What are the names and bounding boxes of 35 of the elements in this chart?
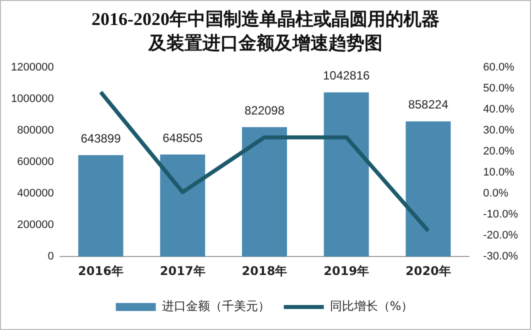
bar	[160, 154, 206, 257]
bar	[242, 127, 287, 257]
x-tick-label: 2018年	[242, 264, 288, 278]
y-tick-label: 600000	[17, 156, 54, 168]
data-label: 648505	[162, 130, 203, 145]
data-label: 643899	[80, 132, 122, 146]
bar	[78, 155, 124, 257]
chart-title: 2016-2020年中国制造单晶柱或晶圆用的机器及装置进口金额及增速趋势图	[90, 8, 440, 55]
bar	[406, 121, 451, 257]
y2-tick-label: 40.0%	[483, 104, 515, 116]
x-tick-label: 2019年	[324, 264, 370, 278]
y-tick-label: 1000000	[10, 93, 54, 106]
y-tick-label: 0	[48, 250, 54, 263]
y2-tick-label: 60.0%	[483, 62, 515, 74]
data-label: 1042816	[322, 68, 370, 83]
legend-label: 同比增长（%）	[330, 299, 414, 314]
y-tick-label: 200000	[17, 219, 54, 232]
y2-tick-label: 0.0%	[483, 188, 508, 200]
y2-tick-label: 10.0%	[483, 166, 515, 179]
bar	[324, 92, 369, 257]
y2-tick-label: 20.0%	[483, 146, 515, 158]
x-tick-label: 2016年	[78, 264, 124, 278]
legend-label: 进口金额（千美元）	[162, 299, 270, 314]
y2-tick-label: -20.0%	[483, 230, 518, 242]
y-tick-label: 1200000	[10, 62, 54, 74]
y-tick-label: 800000	[17, 124, 54, 137]
x-tick-label: 2020年	[406, 264, 451, 278]
y2-tick-label: -30.0%	[483, 250, 518, 263]
y-tick-label: 400000	[17, 188, 54, 200]
data-label: 822098	[244, 103, 285, 118]
y2-tick-label: 50.0%	[483, 82, 515, 95]
y2-tick-label: 30.0%	[483, 124, 515, 137]
data-label: 858224	[408, 98, 449, 112]
x-tick-label: 2017年	[160, 264, 206, 278]
y2-tick-label: -10.0%	[483, 208, 518, 221]
